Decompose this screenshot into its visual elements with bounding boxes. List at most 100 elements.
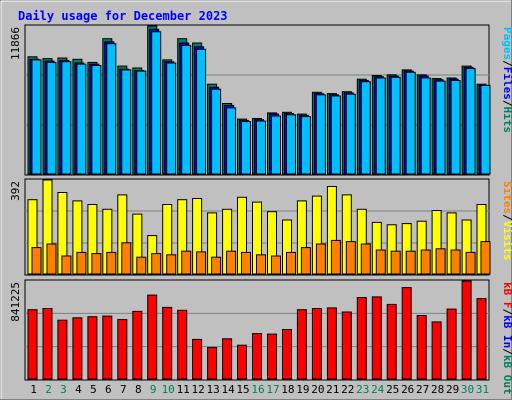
x-tick-label-16: 16 [251,383,264,396]
legend-label-hits-4: Hits [501,107,512,134]
legend-label-hits-1: / [501,60,512,67]
bar-hits-pages-31 [480,84,491,175]
x-tick-label-31: 31 [476,383,489,396]
x-tick-label-18: 18 [281,383,294,396]
x-tick-label-19: 19 [296,383,309,396]
panel-visits: 392 Sites/Visits [9,178,512,276]
bar-hits-pages-19 [300,116,311,175]
bar-kbytes-kb-f-10 [162,306,173,380]
legend-label-kbytes-3: / [501,348,512,355]
panel-kbytes-legend: kB F/kB In/kB Out [501,282,512,395]
bar-kbytes-kb-f-6 [102,315,113,380]
x-tick-label-15: 15 [236,383,249,396]
x-tick-label-29: 29 [446,383,459,396]
bar-hits-pages-24 [375,77,386,175]
bar-kbytes-kb-f-21 [326,307,337,380]
bar-kbytes-kb-f-29 [446,308,457,380]
bar-visits-sites-2 [46,243,57,275]
bar-hits-pages-22 [345,93,356,175]
bar-visits-sites-20 [315,243,326,275]
bar-kbytes-kb-f-26 [401,287,412,380]
x-tick-label-7: 7 [120,383,127,396]
x-tick-label-6: 6 [105,383,112,396]
bar-hits-pages-11 [181,45,192,175]
x-tick-label-17: 17 [266,383,279,396]
bar-hits-pages-15 [241,121,251,175]
bar-kbytes-kb-f-24 [371,296,382,380]
x-tick-label-14: 14 [221,383,235,396]
bar-visits-sites-30 [465,251,476,275]
legend-label-visits-1: / [501,214,512,221]
x-tick-label-22: 22 [341,383,354,396]
x-tick-label-9: 9 [150,383,157,396]
bar-hits-pages-25 [390,76,401,175]
x-tick-label-20: 20 [311,383,324,396]
bar-kbytes-kb-f-12 [192,338,203,380]
bar-hits-pages-14 [226,107,237,175]
legend-label-hits-0: Pages [501,27,512,60]
bar-visits-sites-27 [420,249,431,275]
chart-panels: 11866Pages/Files/Hits392Sites/Visits8412… [9,24,512,395]
bar-kbytes-kb-f-8 [132,310,143,380]
bar-hits-pages-2 [46,61,57,175]
bar-visits-sites-12 [196,251,207,275]
bar-kbytes-kb-f-19 [296,309,307,380]
bar-hits-pages-6 [106,43,117,175]
legend-label-hits-2: Files [501,67,512,100]
bar-hits-pages-21 [330,95,341,175]
bar-visits-sites-11 [181,250,192,275]
bar-hits-pages-7 [121,69,132,175]
x-tick-label-27: 27 [416,383,429,396]
bar-kbytes-kb-f-1 [27,309,38,380]
x-tick-label-21: 21 [326,383,339,396]
x-tick-label-28: 28 [431,383,444,396]
bar-hits-pages-13 [211,88,222,175]
bar-visits-sites-31 [480,241,491,275]
bar-hits-pages-27 [420,77,431,175]
x-tick-label-3: 3 [60,383,67,396]
bar-kbytes-kb-f-17 [267,333,277,380]
bar-hits-pages-18 [286,114,296,175]
bar-visits-sites-29 [450,249,461,275]
bar-visits-sites-13 [211,256,222,275]
bar-hits-pages-5 [91,65,102,175]
bar-visits-sites-23 [360,243,371,275]
bar-hits-pages-20 [315,94,326,175]
bar-kbytes-kb-f-25 [386,303,397,380]
bar-hits-pages-28 [435,80,446,175]
bar-hits-pages-12 [196,48,207,175]
bar-hits-pages-9 [151,31,162,175]
legend-label-kbytes-0: kB F [501,282,512,309]
bar-visits-sites-4 [76,251,87,275]
bar-visits-sites-8 [136,256,147,275]
bar-visits-sites-15 [241,251,251,275]
bar-kbytes-kb-f-31 [476,298,487,380]
legend-label-visits-0: Sites [501,181,512,214]
bar-visits-sites-21 [330,239,341,275]
bar-visits-sites-10 [166,254,177,275]
bar-kbytes-kb-f-27 [416,315,427,380]
bar-visits-sites-9 [151,253,162,275]
panel-hits-ymax-label: 11866 [9,27,22,60]
bar-kbytes-kb-f-4 [72,317,83,380]
bar-hits-pages-8 [136,70,147,175]
bar-hits-pages-30 [465,68,476,175]
panel-visits-legend: Sites/Visits [501,181,512,261]
panel-visits-ymax-label: 392 [9,181,22,201]
bar-visits-sites-25 [390,250,401,275]
bar-kbytes-kb-f-18 [282,329,292,380]
bar-hits-pages-1 [31,59,42,175]
legend-label-kbytes-1: / [501,309,512,316]
legend-label-kbytes-2: kB In [501,315,512,348]
bar-kbytes-kb-f-22 [341,311,352,380]
x-tick-label-4: 4 [75,383,82,396]
bar-visits-sites-18 [286,251,296,275]
x-tick-label-5: 5 [90,383,97,396]
bar-visits-sites-7 [121,242,132,275]
bar-kbytes-kb-f-14 [222,338,233,380]
bar-hits-pages-29 [450,80,461,175]
legend-label-hits-3: / [501,100,512,107]
bar-kbytes-kb-f-30 [461,280,472,380]
